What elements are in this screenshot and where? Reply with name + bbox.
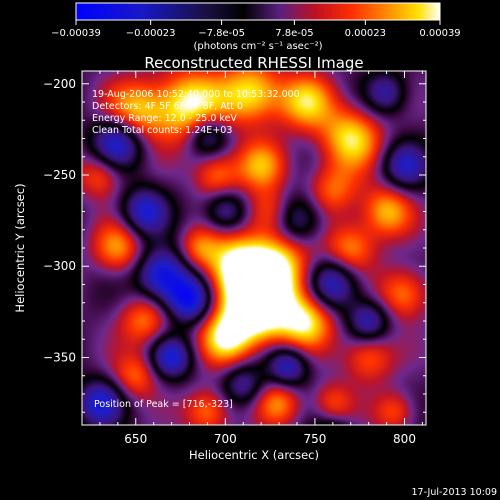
x-axis: 650 700 750 800 (99, 71, 423, 446)
x-tick-label: 700 (214, 432, 237, 446)
peak-position-label: Position of Peak = [716,-323] (94, 399, 233, 410)
annotation-detectors: Detectors: 4F 5F 6F 7F 8F, Att 0 (92, 101, 243, 112)
colorbar-gradient (75, 2, 441, 21)
y-tick-label: −250 (43, 168, 76, 182)
annotation-energy-range: Energy Range: 12.0 - 25.0 keV (92, 113, 237, 124)
y-axis: −200 −250 −300 −350 (43, 77, 426, 413)
y-tick-label: −200 (43, 77, 76, 91)
colorbar-tick-label: −0.00039 (51, 28, 101, 39)
y-tick-label: −300 (43, 259, 76, 273)
x-tick-label: 800 (393, 432, 416, 446)
colorbar-tick-label: −7.8e-05 (198, 28, 245, 39)
annotation-clean-counts: Clean Total counts: 1.24E+03 (92, 125, 232, 136)
colorbar-tick-label: −0.00023 (126, 28, 176, 39)
x-tick-label: 650 (124, 432, 147, 446)
colorbar-units-label: (photons cm⁻² s⁻¹ asec⁻²) (193, 41, 322, 52)
y-tick-label: −350 (43, 350, 76, 364)
colorbar: −0.00039 −0.00023 −7.8e-05 7.8e-05 0.00023 0.… (51, 2, 461, 52)
y-axis-label: Heliocentric Y (arcsec) (13, 183, 27, 312)
x-axis-label: Heliocentric X (arcsec) (189, 448, 319, 462)
x-tick-label: 750 (303, 432, 326, 446)
annotation-time-range: 19-Aug-2006 10:52:40.000 to 10:53:32.000 (92, 89, 300, 100)
colorbar-tick-label: 0.00039 (419, 28, 460, 39)
chart-title: Reconstructed RHESSI Image (144, 54, 363, 72)
colorbar-ticks: −0.00039 −0.00023 −7.8e-05 7.8e-05 0.00023 0.… (51, 20, 461, 39)
footer-timestamp: 17-Jul-2013 10:09 (411, 487, 497, 498)
annotation-block: 19-Aug-2006 10:52:40.000 to 10:53:32.000… (92, 89, 300, 136)
heatmap-image (82, 71, 426, 425)
colorbar-tick-label: 7.8e-05 (275, 28, 313, 39)
colorbar-tick-label: 0.00023 (345, 28, 386, 39)
